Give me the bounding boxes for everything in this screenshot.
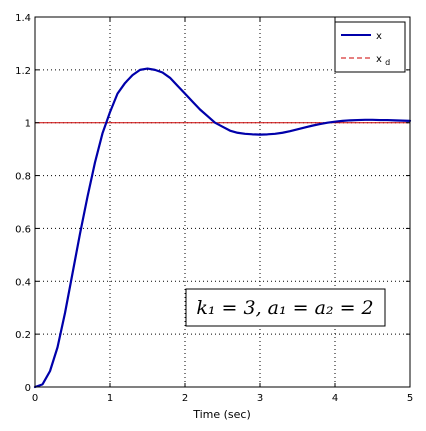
series-layer	[33, 67, 412, 389]
legend-label-xd-main: x	[376, 54, 382, 65]
plot-frame	[34, 16, 411, 388]
x-tick-label: 0	[32, 393, 38, 404]
x-tick-label: 2	[182, 393, 188, 404]
y-tick-label: 0.4	[15, 277, 31, 288]
series-line-x	[33, 67, 412, 389]
y-tick-label: 1.4	[15, 13, 31, 24]
y-tick-label: 0.2	[15, 330, 31, 341]
legend-label-xd-sub: d	[385, 58, 390, 67]
x-tick-label: 1	[107, 393, 113, 404]
y-tick-label: 0.8	[15, 172, 31, 183]
y-tick-label: 0	[25, 383, 31, 394]
x-tick-label: 5	[407, 393, 413, 404]
annotation-box	[185, 288, 386, 327]
annotation-text: k₁ = 3, a₁ = a₂ = 2	[196, 297, 373, 319]
axis-ticks: 0 1 2 3 4 5 0 0.2 0.4 0.6 0.8 1 1.2 1.4	[15, 13, 413, 404]
y-tick-label: 1.2	[15, 66, 31, 77]
legend-label-x-main: x	[376, 31, 382, 42]
parameter-annotation: k₁ = 3, a₁ = a₂ = 2	[185, 288, 386, 327]
legend-box	[334, 21, 406, 73]
legend: x x d	[334, 21, 406, 73]
x-tick-label: 4	[332, 393, 338, 404]
x-tick-label: 3	[257, 393, 263, 404]
legend-label-x: x	[376, 31, 382, 42]
legend-label-xd: x d	[376, 54, 390, 67]
x-axis-label: Time (sec)	[192, 408, 251, 421]
y-tick-label: 0.6	[15, 224, 31, 235]
y-tick-label: 1	[25, 119, 31, 130]
